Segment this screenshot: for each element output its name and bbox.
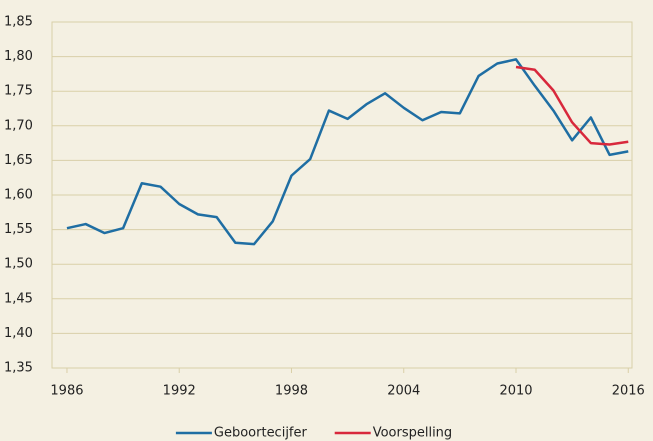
legend-label: Voorspelling: [373, 426, 453, 441]
series-line: [515, 65, 629, 146]
x-tick-label: 1986: [50, 384, 83, 399]
y-tick-label: 1,85: [4, 15, 33, 30]
plot-frame: [51, 21, 633, 369]
series-line: [66, 58, 629, 246]
y-tick-label: 1,60: [4, 188, 33, 203]
y-tick-label: 1,75: [4, 84, 33, 99]
legend-label: Geboortecijfer: [214, 426, 308, 441]
x-tick-label: 2004: [387, 384, 420, 399]
y-tick-label: 1,35: [4, 361, 33, 376]
y-tick-label: 1,50: [4, 257, 33, 272]
y-tick-label: 1,55: [4, 222, 33, 237]
y-tick-label: 1,45: [4, 291, 33, 306]
y-tick-label: 1,40: [4, 326, 33, 341]
x-tick-label: 2016: [612, 384, 645, 399]
x-tick-label: 1998: [275, 384, 308, 399]
y-tick-label: 1,65: [4, 153, 33, 168]
y-tick-label: 1,70: [4, 118, 33, 133]
x-tick-label: 1992: [163, 384, 196, 399]
x-tick-label: 2010: [499, 384, 532, 399]
y-tick-label: 1,80: [4, 49, 33, 64]
